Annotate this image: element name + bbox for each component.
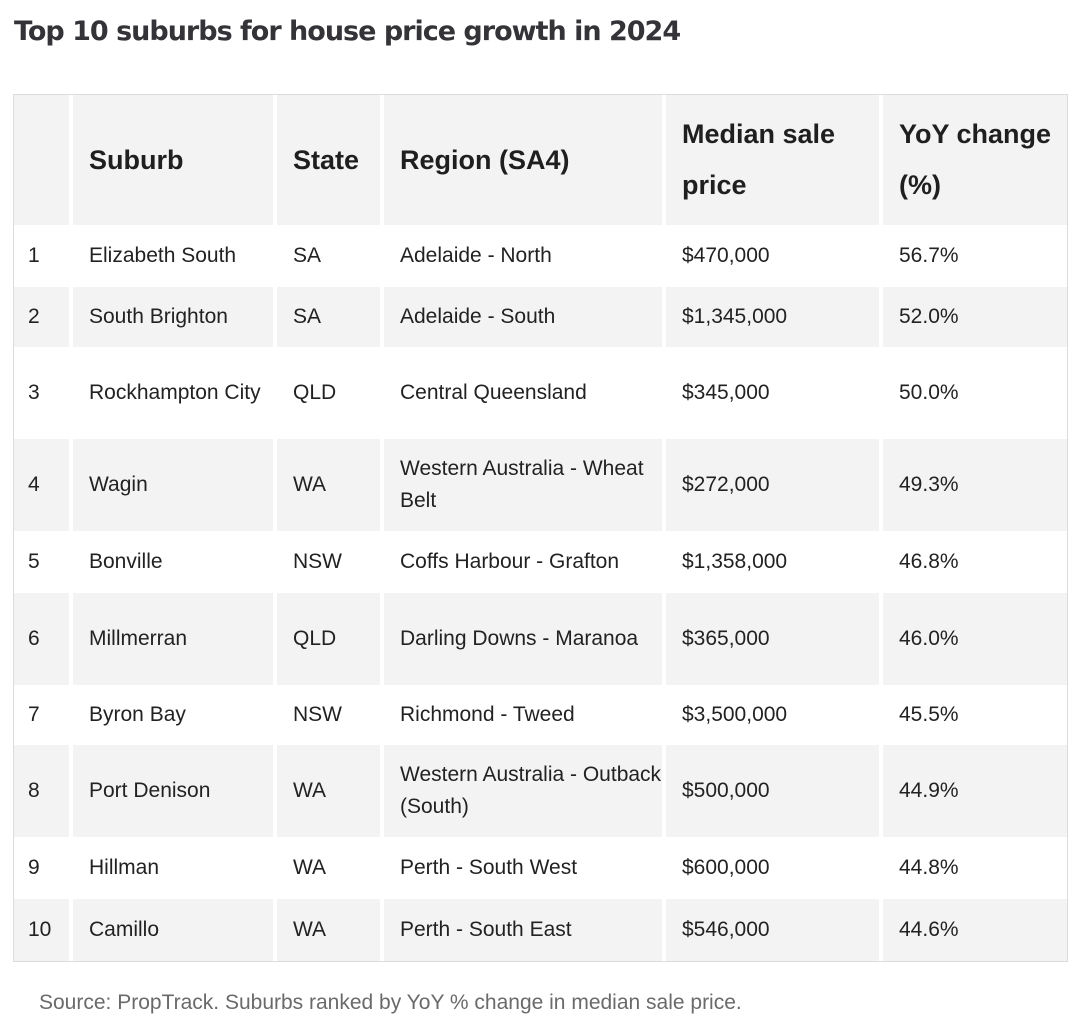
cell-rank: 10	[14, 899, 69, 961]
table-row: 3 Rockhampton City QLD Central Queenslan…	[14, 347, 1067, 439]
cell-price: $345,000	[666, 347, 879, 439]
cell-region: Western Australia - Wheat Belt	[384, 439, 662, 531]
cell-price: $365,000	[666, 593, 879, 685]
cell-change: 45.5%	[883, 685, 1067, 745]
page-title: Top 10 suburbs for house price growth in…	[14, 16, 681, 47]
source-note: Source: PropTrack. Suburbs ranked by YoY…	[39, 991, 742, 1014]
cell-change: 44.9%	[883, 745, 1067, 837]
cell-state: WA	[277, 899, 380, 961]
cell-rank: 4	[14, 439, 69, 531]
cell-rank: 8	[14, 745, 69, 837]
table-row: 4 Wagin WA Western Australia - Wheat Bel…	[14, 439, 1067, 531]
table-row: 5 Bonville NSW Coffs Harbour - Grafton $…	[14, 531, 1067, 593]
cell-change: 52.0%	[883, 287, 1067, 347]
cell-region: Richmond - Tweed	[384, 685, 662, 745]
cell-rank: 5	[14, 531, 69, 593]
header-yoy-change: YoY change (%)	[883, 95, 1067, 225]
cell-change: 50.0%	[883, 347, 1067, 439]
cell-state: NSW	[277, 685, 380, 745]
cell-price: $1,358,000	[666, 531, 879, 593]
cell-change: 49.3%	[883, 439, 1067, 531]
cell-change: 44.8%	[883, 837, 1067, 899]
cell-state: WA	[277, 439, 380, 531]
header-median-price: Median sale price	[666, 95, 879, 225]
cell-suburb: Millmerran	[73, 593, 273, 685]
cell-state: WA	[277, 837, 380, 899]
cell-region: Perth - South East	[384, 899, 662, 961]
table-row: 7 Byron Bay NSW Richmond - Tweed $3,500,…	[14, 685, 1067, 745]
cell-rank: 1	[14, 225, 69, 287]
cell-change: 46.8%	[883, 531, 1067, 593]
table-row: 10 Camillo WA Perth - South East $546,00…	[14, 899, 1067, 961]
table-header-row: Suburb State Region (SA4) Median sale pr…	[14, 95, 1067, 225]
suburbs-table: Suburb State Region (SA4) Median sale pr…	[10, 95, 1071, 961]
cell-price: $470,000	[666, 225, 879, 287]
cell-region: Darling Downs - Maranoa	[384, 593, 662, 685]
table-row: 9 Hillman WA Perth - South West $600,000…	[14, 837, 1067, 899]
cell-rank: 7	[14, 685, 69, 745]
cell-state: QLD	[277, 593, 380, 685]
cell-change: 44.6%	[883, 899, 1067, 961]
cell-region: Adelaide - North	[384, 225, 662, 287]
cell-state: SA	[277, 287, 380, 347]
cell-rank: 3	[14, 347, 69, 439]
cell-rank: 2	[14, 287, 69, 347]
cell-price: $500,000	[666, 745, 879, 837]
cell-state: WA	[277, 745, 380, 837]
cell-suburb: Hillman	[73, 837, 273, 899]
cell-suburb: Bonville	[73, 531, 273, 593]
cell-price: $3,500,000	[666, 685, 879, 745]
cell-change: 56.7%	[883, 225, 1067, 287]
table-row: 1 Elizabeth South SA Adelaide - North $4…	[14, 225, 1067, 287]
cell-suburb: Wagin	[73, 439, 273, 531]
cell-state: NSW	[277, 531, 380, 593]
cell-suburb: Port Denison	[73, 745, 273, 837]
cell-price: $272,000	[666, 439, 879, 531]
cell-suburb: South Brighton	[73, 287, 273, 347]
header-rank	[14, 95, 69, 225]
cell-region: Coffs Harbour - Grafton	[384, 531, 662, 593]
cell-state: QLD	[277, 347, 380, 439]
cell-suburb: Elizabeth South	[73, 225, 273, 287]
cell-price: $600,000	[666, 837, 879, 899]
suburbs-table-container: Suburb State Region (SA4) Median sale pr…	[13, 94, 1068, 962]
cell-change: 46.0%	[883, 593, 1067, 685]
cell-state: SA	[277, 225, 380, 287]
cell-rank: 6	[14, 593, 69, 685]
cell-rank: 9	[14, 837, 69, 899]
table-row: 6 Millmerran QLD Darling Downs - Maranoa…	[14, 593, 1067, 685]
table-row: 8 Port Denison WA Western Australia - Ou…	[14, 745, 1067, 837]
cell-suburb: Byron Bay	[73, 685, 273, 745]
cell-region: Western Australia - Outback (South)	[384, 745, 662, 837]
header-suburb: Suburb	[73, 95, 273, 225]
cell-price: $546,000	[666, 899, 879, 961]
cell-region: Adelaide - South	[384, 287, 662, 347]
cell-region: Central Queensland	[384, 347, 662, 439]
table-row: 2 South Brighton SA Adelaide - South $1,…	[14, 287, 1067, 347]
cell-suburb: Camillo	[73, 899, 273, 961]
header-region: Region (SA4)	[384, 95, 662, 225]
cell-price: $1,345,000	[666, 287, 879, 347]
header-state: State	[277, 95, 380, 225]
cell-region: Perth - South West	[384, 837, 662, 899]
cell-suburb: Rockhampton City	[73, 347, 273, 439]
